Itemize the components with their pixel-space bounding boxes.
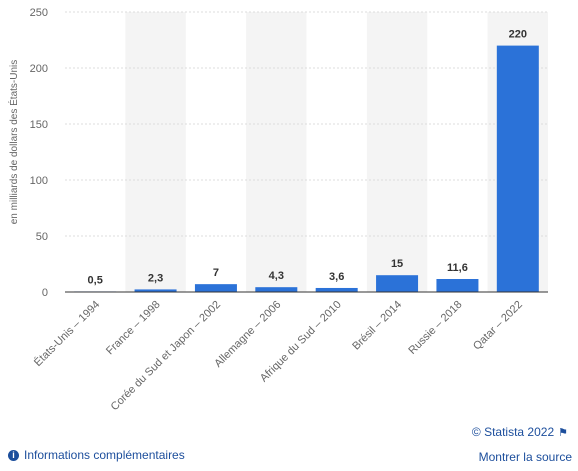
y-axis-label: en milliards de dollars des États-Unis [7,60,20,225]
info-icon: i [8,450,19,461]
show-source-link[interactable]: Montrer la source [479,450,572,464]
x-tick-label: États-Unis – 1994 [31,298,102,369]
band [366,12,428,292]
data-label: 7 [213,267,219,279]
y-axis-ticks: 0 50 100 150 200 250 [30,7,48,299]
x-tick-label: Corée du Sud et Japon – 2002 [109,299,223,413]
flag-icon: ⚑ [558,427,568,439]
data-label: 4,3 [269,270,284,282]
more-info-link[interactable]: i Informations complémentaires [8,448,185,462]
y-tick-label: 0 [42,287,48,299]
data-label: 3,6 [329,271,344,283]
data-label: 2,3 [148,272,163,284]
x-tick-label: Brésil – 2014 [350,299,404,353]
data-label: 11,6 [447,262,468,274]
copyright-text: © Statista 2022 [471,425,555,439]
y-tick-label: 50 [36,231,48,243]
band [125,12,186,292]
bar[interactable] [436,279,479,292]
bars [74,45,539,292]
bar[interactable] [496,45,539,292]
data-labels: 0,5 2,3 7 4,3 3,6 15 11,6 220 [88,29,527,287]
bar[interactable] [315,287,358,292]
copyright[interactable]: © Statista 2022 ⚑ [472,425,568,439]
x-tick-label: France – 1998 [104,299,163,358]
y-tick-label: 150 [30,119,48,131]
x-tick-label: Qatar – 2022 [471,299,525,353]
bar[interactable] [376,275,419,292]
bar[interactable] [194,284,237,292]
y-tick-label: 250 [30,7,48,19]
more-info-label: Informations complémentaires [24,448,185,462]
gridlines [65,11,548,237]
x-tick-label: Allemagne – 2006 [212,299,283,370]
alternating-bands [125,12,548,292]
data-label: 0,5 [88,274,103,286]
x-tick-label: Russie – 2018 [406,299,464,357]
show-source-label: Montrer la source [478,450,572,464]
y-tick-label: 100 [30,175,48,187]
band [246,12,307,292]
data-label: 220 [509,29,527,41]
y-tick-label: 200 [30,63,48,75]
data-label: 15 [391,258,403,270]
bar[interactable] [255,287,298,292]
bar[interactable] [134,289,177,292]
